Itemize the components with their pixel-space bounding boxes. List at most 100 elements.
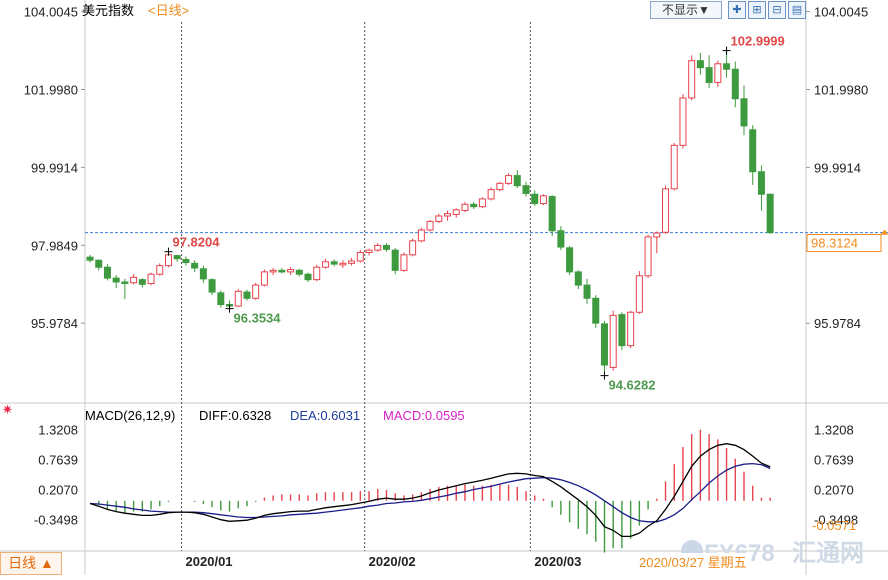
candle-body bbox=[304, 273, 312, 281]
display-dropdown[interactable]: 不显示▼ bbox=[650, 1, 722, 19]
candle-body bbox=[670, 144, 678, 190]
price-tick-label-left: 95.9784 bbox=[31, 316, 78, 331]
candle bbox=[330, 259, 338, 267]
macd-right-value: -0.0571 bbox=[812, 518, 856, 533]
period-button[interactable]: 日线 ▲ bbox=[0, 552, 62, 575]
candle bbox=[539, 194, 547, 206]
candle-body bbox=[740, 98, 748, 127]
candle-body bbox=[365, 249, 373, 253]
candle-body bbox=[496, 182, 504, 191]
period-link[interactable]: <日线> bbox=[148, 3, 190, 18]
candle bbox=[278, 268, 286, 274]
candle bbox=[95, 259, 103, 271]
candle-body bbox=[644, 236, 652, 277]
candle-body bbox=[539, 195, 547, 205]
candle-body bbox=[252, 284, 260, 299]
candle bbox=[452, 208, 460, 218]
price-tick-label-right: 99.9914 bbox=[814, 160, 861, 175]
candle-body bbox=[199, 268, 207, 280]
candle bbox=[470, 202, 478, 209]
price-tick-label-left: 101.9980 bbox=[24, 82, 78, 97]
candle-body bbox=[574, 271, 582, 286]
candle-body bbox=[513, 175, 521, 187]
candle-body bbox=[452, 209, 460, 215]
gear-icon[interactable]: ✷ bbox=[2, 402, 13, 417]
candle-body bbox=[609, 314, 617, 368]
layout-icon[interactable]: ▤ bbox=[788, 1, 806, 19]
candle bbox=[662, 185, 670, 234]
candle bbox=[208, 278, 216, 296]
candle-body bbox=[243, 291, 251, 299]
candle bbox=[130, 274, 138, 285]
candle bbox=[409, 238, 417, 257]
candle-body bbox=[173, 255, 181, 260]
macd-tick-label-right: -0.3498 bbox=[814, 513, 858, 528]
macd-diff-value: DIFF:0.6328 bbox=[199, 408, 271, 423]
candle bbox=[644, 234, 652, 279]
candle-body bbox=[182, 258, 190, 264]
zoom-in-icon[interactable]: ⊞ bbox=[748, 1, 766, 19]
candle-body bbox=[557, 230, 565, 248]
macd-macd-value: MACD:0.0595 bbox=[383, 408, 465, 423]
candle bbox=[592, 295, 600, 328]
candle bbox=[461, 202, 469, 213]
high-label: 102.9999 bbox=[731, 34, 785, 49]
candle bbox=[156, 263, 164, 276]
candle bbox=[757, 165, 765, 211]
candle-body bbox=[112, 277, 120, 283]
macd-tick-label-right: 1.3208 bbox=[814, 423, 854, 438]
candle-body bbox=[164, 254, 172, 267]
price-tick-label-left: 99.9914 bbox=[31, 160, 78, 175]
candle bbox=[417, 227, 425, 243]
candle bbox=[766, 193, 774, 234]
candle-body bbox=[470, 203, 478, 208]
macd-params: MACD(26,12,9) bbox=[85, 408, 175, 423]
candle-body bbox=[444, 213, 452, 217]
candle-body bbox=[382, 244, 390, 250]
candle-body bbox=[461, 203, 469, 212]
candle bbox=[348, 257, 356, 266]
candle-body bbox=[138, 279, 146, 285]
candle-body bbox=[731, 68, 739, 100]
candle bbox=[217, 290, 225, 308]
zoom-out-icon[interactable]: ⊟ bbox=[768, 1, 786, 19]
candle bbox=[121, 278, 129, 300]
candle bbox=[609, 310, 617, 371]
candle bbox=[426, 219, 434, 232]
candle-body bbox=[417, 229, 425, 242]
candle bbox=[740, 85, 748, 136]
candle bbox=[496, 181, 504, 192]
candle-body bbox=[600, 323, 608, 366]
diff-line bbox=[89, 443, 771, 538]
candle bbox=[548, 195, 556, 237]
macd-dea-value: DEA:0.6031 bbox=[290, 408, 360, 423]
candle bbox=[103, 264, 111, 281]
candle bbox=[705, 55, 713, 88]
candle bbox=[487, 187, 495, 201]
candle bbox=[365, 248, 373, 256]
candle bbox=[513, 170, 521, 189]
candle-body bbox=[505, 175, 513, 184]
x-tick-label: 2020/01 bbox=[186, 554, 233, 569]
candle-body bbox=[566, 247, 574, 273]
candle-body bbox=[356, 251, 364, 262]
candle-body bbox=[313, 266, 321, 281]
candle bbox=[138, 278, 146, 288]
crosshair-icon[interactable]: ✚ bbox=[728, 1, 746, 19]
date-info: 2020/03/27 星期五 bbox=[636, 553, 750, 573]
candle-body bbox=[348, 260, 356, 264]
candle-body bbox=[749, 129, 757, 173]
candle-body bbox=[696, 60, 704, 69]
candle bbox=[304, 272, 312, 282]
macd-tick-label-right: 0.7639 bbox=[814, 453, 854, 468]
candle bbox=[444, 210, 452, 221]
local-high-label: 97.8204 bbox=[172, 235, 220, 250]
candle-body bbox=[121, 281, 129, 285]
candle bbox=[234, 288, 242, 307]
candle-body bbox=[130, 276, 138, 284]
candle bbox=[374, 243, 382, 252]
candle-body bbox=[339, 262, 347, 266]
candle bbox=[321, 258, 329, 269]
